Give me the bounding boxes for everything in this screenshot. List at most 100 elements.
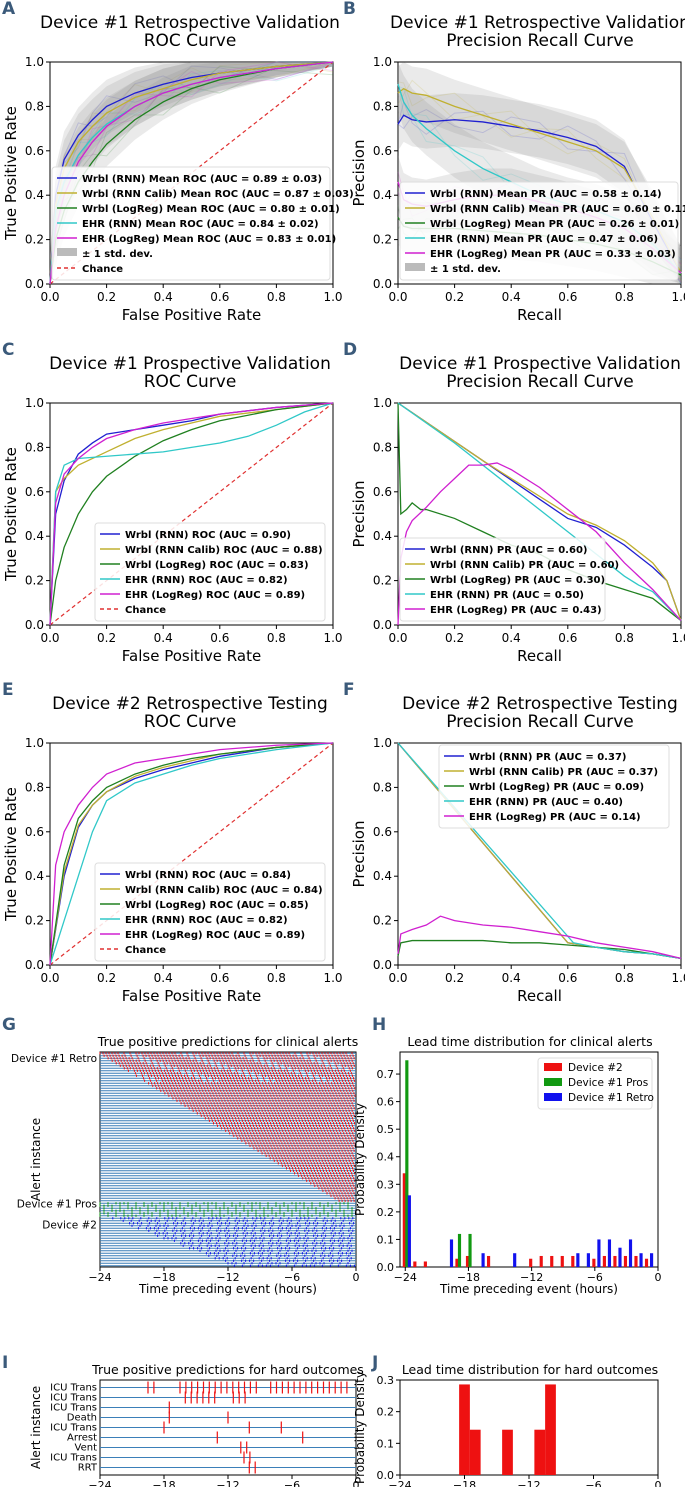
legend-label: Device #1 Retro	[568, 1092, 654, 1104]
hard-outcome-marks	[163, 1421, 282, 1434]
outcome-label: ICU Trans	[50, 1383, 97, 1394]
series-line	[49, 742, 334, 966]
y-tick-label: 0.4	[373, 869, 392, 883]
true-positive-marks	[310, 1182, 354, 1185]
chart-title: Precision Recall Curve	[446, 31, 634, 51]
chart-A: 0.0 0.2 0.4 0.6 0.8 1.0 0.0 0.2 0.4 0.6 0.8 1.0 Fals…	[2, 0, 354, 324]
true-positive-marks	[157, 1234, 351, 1237]
y-tick-label: 0.5	[377, 1123, 395, 1136]
x-tick-label: 1.0	[671, 971, 685, 985]
y-axis-label: True Positive Rate	[2, 787, 20, 922]
true-positive-marks	[103, 1209, 353, 1212]
legend-label: Wrbl (RNN Calib) PR (AUC = 0.37)	[469, 767, 658, 778]
true-positive-marks	[134, 1072, 352, 1075]
y-axis-label: Precision	[350, 821, 368, 888]
bar	[457, 1233, 462, 1267]
x-tick-label: 0.2	[445, 290, 464, 304]
bar	[413, 1261, 417, 1267]
legend-box	[537, 1057, 653, 1110]
chart-title: Lead time distribution for clinical aler…	[407, 1034, 652, 1049]
bar	[407, 1195, 411, 1267]
true-positive-marks	[115, 1062, 354, 1065]
legend-label: Wrbl (RNN) ROC (AUC = 0.90)	[125, 530, 291, 541]
bar	[486, 1255, 491, 1267]
plot-frame	[397, 742, 682, 966]
chart-title: ROC Curve	[144, 712, 237, 732]
y-tick-label: 0.2	[373, 574, 392, 588]
y-tick-label: 0.2	[25, 233, 44, 247]
y-tick-label: 0.2	[25, 914, 44, 928]
y-axis-label: Alert instance	[29, 1118, 43, 1201]
x-tick-label: 0.0	[388, 290, 407, 304]
y-tick-label: 0.0	[25, 277, 44, 291]
true-positive-marks	[152, 1084, 355, 1087]
bar	[539, 1255, 543, 1267]
x-tick-label: −24	[88, 1271, 111, 1284]
series-line	[49, 402, 334, 626]
y-tick-label: 0.2	[377, 1406, 395, 1419]
x-tick-label: 0	[353, 1479, 360, 1487]
fold-curve	[397, 79, 682, 281]
true-positive-marks	[127, 1069, 351, 1072]
y-tick-label: 1.0	[25, 396, 44, 410]
legend-label: Chance	[125, 945, 166, 956]
true-positive-marks	[265, 1154, 354, 1157]
hard-outcome-marks	[147, 1381, 348, 1394]
true-positive-marks	[334, 1197, 354, 1200]
hard-outcome-marks	[184, 1391, 246, 1404]
y-tick-label: 0.6	[377, 1096, 395, 1109]
bar	[469, 1429, 481, 1475]
y-tick-label: 0.8	[25, 440, 44, 454]
x-tick-label: 0.6	[558, 290, 577, 304]
y-tick-label: 0.4	[377, 1151, 395, 1164]
chart-E: 0.0 0.2 0.4 0.6 0.8 1.0 0.0 0.2 0.4 0.6 0.8 1.0 Fals…	[2, 680, 343, 1005]
y-axis-label: Probability Density	[353, 1103, 367, 1216]
chart-title: ROC Curve	[144, 372, 237, 392]
legend-swatch	[544, 1078, 562, 1086]
x-tick-label: 0.0	[388, 631, 407, 645]
chart-title: Precision Recall Curve	[446, 372, 634, 392]
bar	[571, 1255, 575, 1267]
y-tick-label: 0.0	[25, 618, 44, 632]
y-tick-label: 0.6	[373, 485, 392, 499]
series-line	[49, 742, 334, 966]
legend-label: EHR (RNN) ROC (AUC = 0.82)	[125, 575, 288, 586]
bar	[529, 1258, 533, 1267]
true-positive-marks	[103, 1054, 354, 1057]
series-line	[397, 462, 682, 626]
true-positive-marks	[196, 1112, 354, 1115]
x-tick-label: −6	[284, 1271, 300, 1284]
true-positive-marks	[180, 1102, 353, 1105]
bar	[468, 1233, 472, 1267]
bar	[592, 1258, 596, 1267]
legend-label: Wrbl (RNN Calib) Mean ROC (AUC = 0.87 ± …	[82, 189, 354, 200]
chart-H: −24 −18 −12 −6 0 0.0 0.1 0.2 0.3 0.4 0.5 0.6 0.7 Time…	[353, 1015, 662, 1296]
chart-title: True positive predictions for hard outco…	[91, 1362, 364, 1377]
series-line	[397, 114, 682, 274]
true-positive-marks	[229, 1132, 354, 1135]
y-tick-label: 1.0	[25, 55, 44, 69]
true-positive-marks	[188, 1107, 355, 1110]
x-tick-label: 1.0	[671, 631, 685, 645]
bar	[545, 1384, 556, 1475]
legend-label: EHR (LogReg) Mean PR (AUC = 0.33 ± 0.03)	[430, 249, 676, 260]
x-tick-label: 0.0	[40, 971, 59, 985]
y-tick-label: 0.0	[25, 958, 44, 972]
legend-box	[399, 537, 606, 622]
std-band	[50, 62, 333, 284]
true-positive-marks	[148, 1082, 354, 1085]
y-tick-label: 0.6	[25, 485, 44, 499]
true-positive-marks	[302, 1177, 355, 1180]
series-line	[49, 742, 334, 966]
x-axis-label: Recall	[517, 647, 562, 665]
outcome-label: ICU Trans	[50, 1393, 97, 1404]
chart-title: Device #2 Retrospective Testing	[402, 694, 678, 714]
true-positive-marks	[290, 1169, 354, 1172]
bar	[502, 1429, 513, 1475]
y-tick-label: 0.7	[377, 1068, 395, 1081]
hard-outcome-marks	[240, 1441, 248, 1454]
panel-letter: I	[2, 1353, 8, 1373]
series-line	[49, 742, 334, 966]
true-positive-marks	[257, 1149, 355, 1152]
x-tick-label: 0.0	[40, 290, 59, 304]
